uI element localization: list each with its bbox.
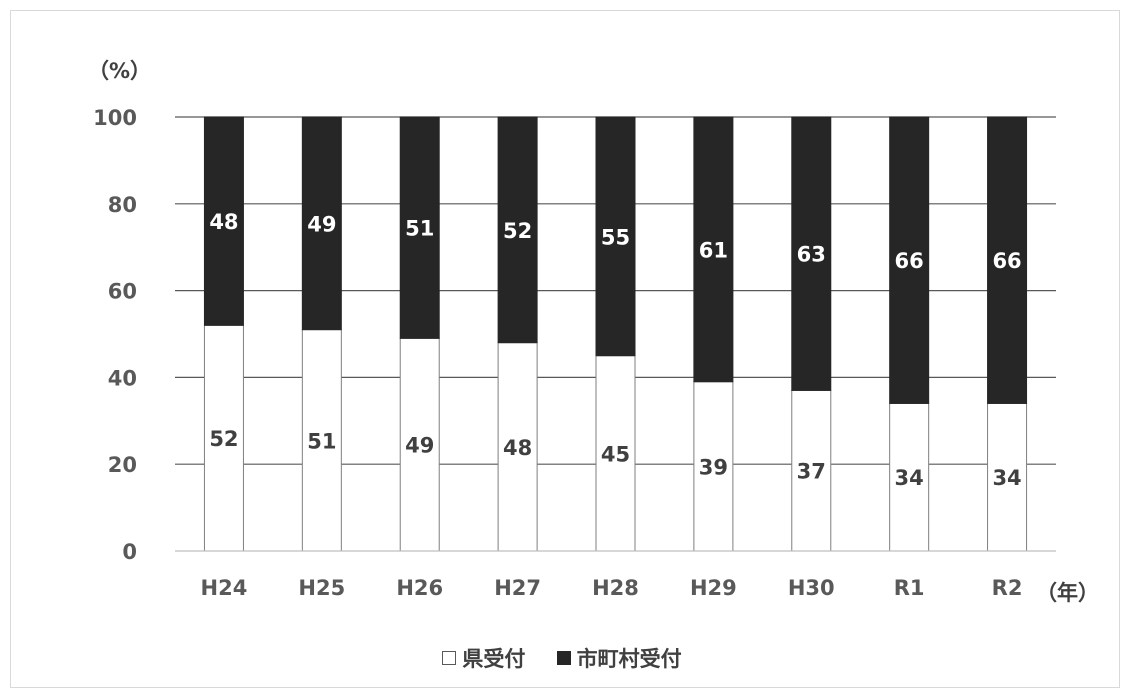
data-label-prefecture-H24: 52 [209, 427, 238, 451]
data-label-municipal-H25: 49 [307, 212, 336, 236]
bar-municipal-H24 [203, 116, 244, 326]
bar-municipal-R2 [987, 116, 1028, 404]
bar-municipal-H30 [791, 116, 832, 391]
legend-swatch-municipal [556, 651, 571, 665]
x-tick-label: H30 [788, 576, 835, 600]
bar-prefecture-H26 [399, 337, 440, 552]
x-tick-label: H28 [592, 576, 639, 600]
data-label-prefecture-H26: 49 [405, 434, 434, 458]
data-label-prefecture-H28: 45 [601, 442, 630, 466]
x-tick-label: R1 [894, 576, 925, 600]
y-tick-label: 20 [108, 453, 137, 477]
x-tick-label: H26 [396, 576, 443, 600]
data-label-prefecture-H29: 39 [699, 455, 728, 479]
legend-label-municipal: 市町村受付 [576, 647, 682, 671]
data-label-prefecture-H25: 51 [307, 429, 336, 453]
x-axis: H24 H25 H26 H27 H28 H29 H30 R1 R2 [175, 550, 1056, 600]
data-label-municipal-H26: 51 [405, 217, 434, 241]
data-label-municipal-H30: 63 [797, 243, 826, 267]
bar-municipal-H25 [301, 116, 342, 331]
data-label-municipal-R2: 66 [992, 249, 1021, 273]
bar-municipal-H29 [693, 116, 734, 383]
legend: 県受付 市町村受付 [0, 643, 1124, 673]
y-unit-label: （%） [88, 59, 151, 83]
bar-municipal-H28 [595, 116, 636, 357]
legend-label-prefecture: 県受付 [462, 647, 526, 671]
x-tick-label: H24 [201, 576, 248, 600]
data-label-prefecture-H30: 37 [797, 460, 826, 484]
data-label-municipal-H28: 55 [601, 225, 630, 249]
x-tick-label: H25 [298, 576, 345, 600]
y-tick-label: 40 [108, 366, 137, 390]
bar-prefecture-R1 [889, 402, 930, 552]
legend-item-prefecture: 県受付 [442, 643, 525, 673]
data-label-prefecture-R1: 34 [895, 466, 924, 490]
bar-prefecture-H30 [791, 389, 832, 552]
y-tick-label: 60 [108, 280, 137, 304]
data-label-municipal-H27: 52 [503, 219, 532, 243]
data-label-prefecture-H27: 48 [503, 436, 532, 460]
y-tick-label: 80 [108, 193, 137, 217]
data-label-prefecture-R2: 34 [992, 466, 1021, 490]
data-labels: 52 48 51 49 49 51 48 52 45 55 39 61 37 63 34 66 34 66 [209, 210, 1021, 490]
bar-municipal-H27 [497, 116, 538, 344]
x-tick-label: R2 [992, 576, 1023, 600]
data-label-municipal-R1: 66 [895, 249, 924, 273]
bars [203, 116, 1028, 552]
bar-prefecture-R2 [987, 402, 1028, 552]
x-tick-label: H27 [494, 576, 541, 600]
bar-municipal-H26 [399, 116, 440, 339]
x-tick-label: H29 [690, 576, 737, 600]
chart-frame [10, 10, 1120, 688]
y-tick-label: 100 [93, 106, 137, 130]
legend-swatch-prefecture [442, 651, 457, 665]
x-unit-label: （年） [1036, 581, 1099, 605]
bar-prefecture-H25 [301, 329, 342, 552]
data-label-municipal-H29: 61 [699, 238, 728, 262]
data-label-municipal-H24: 48 [209, 210, 238, 234]
bar-municipal-R1 [889, 116, 930, 404]
legend-item-municipal: 市町村受付 [556, 643, 682, 673]
y-tick-label: 0 [122, 540, 137, 564]
y-axis: 0 20 40 60 80 100 [93, 106, 137, 564]
bar-prefecture-H29 [693, 381, 734, 552]
